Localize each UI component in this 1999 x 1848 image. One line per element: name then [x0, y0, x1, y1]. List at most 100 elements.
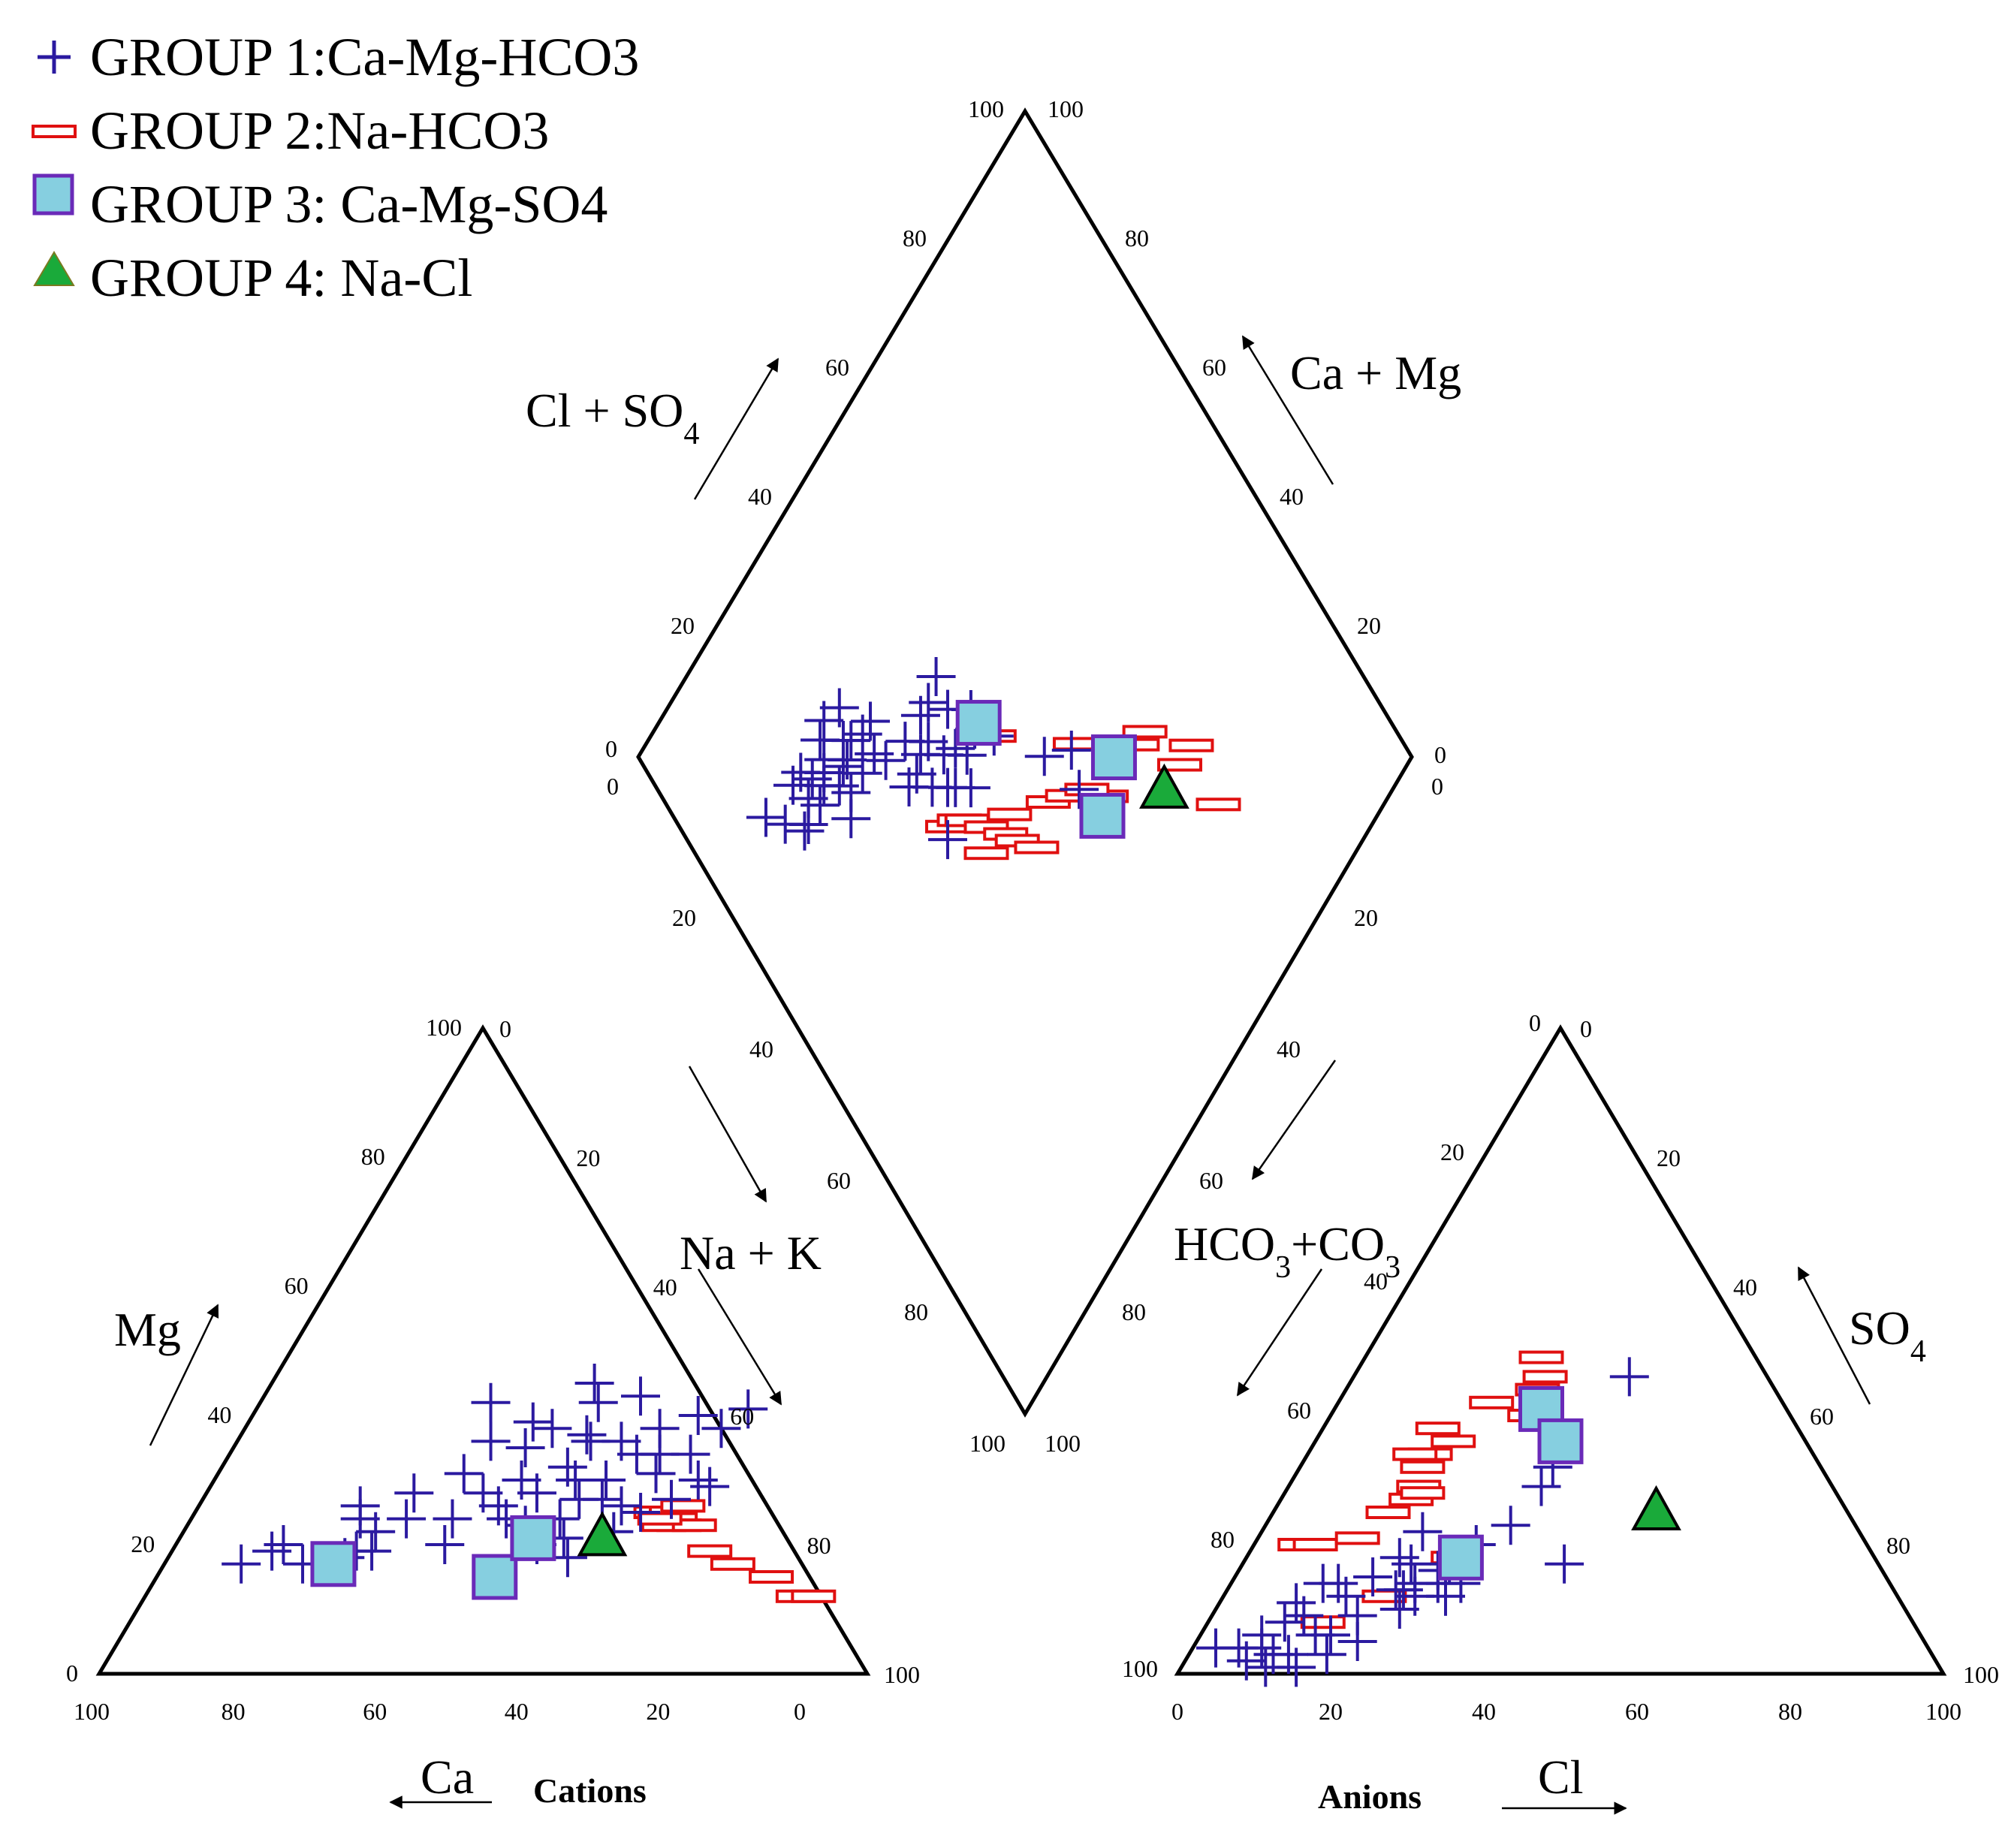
cation-group1-point — [602, 1421, 641, 1461]
cation-left-tick: 40 — [207, 1401, 231, 1428]
anion-group1-point — [1609, 1357, 1649, 1397]
cation-bottom-tick: 40 — [505, 1698, 529, 1725]
cation-bottom-tick: 0 — [794, 1698, 806, 1725]
anion-group1-point — [1426, 1576, 1465, 1616]
cation-bottom-tick: 80 — [222, 1698, 246, 1725]
anion-group3-point — [1537, 1418, 1584, 1464]
diamond-upper-right-tick: 100 — [1048, 95, 1084, 122]
legend-label: GROUP 3: Ca-Mg-SO4 — [90, 174, 608, 234]
anion-group2-point — [1300, 1615, 1346, 1629]
anion-right-tick: 40 — [1733, 1274, 1757, 1301]
diamond-upper-left-tick: 0 — [605, 735, 617, 762]
cation-left-tick: 20 — [131, 1530, 155, 1557]
cation-group1-point — [652, 1479, 691, 1519]
diamond-group2-point — [1195, 797, 1241, 812]
anion-group2-point — [1518, 1350, 1564, 1364]
diamond-group1-point — [900, 695, 940, 735]
legend-label: GROUP 1:Ca-Mg-HCO3 — [90, 27, 639, 87]
cl-so4-axis-arrow — [693, 357, 779, 500]
diamond-lower-left-tick: 40 — [749, 1036, 773, 1063]
anion-group1-point — [1383, 1570, 1423, 1610]
anion-bottom-tick: 40 — [1472, 1698, 1496, 1725]
cation-group3-point — [510, 1515, 556, 1561]
cation-group1-point — [356, 1512, 396, 1551]
ca-mg-axis-arrow — [1241, 335, 1334, 485]
cation-group1-point — [352, 1531, 392, 1571]
cation-group1-point — [387, 1499, 427, 1539]
diamond-upper-right-tick: 0 — [1434, 741, 1446, 768]
cation-group1-point — [425, 1525, 465, 1564]
cation-bottom-tick: 60 — [363, 1698, 387, 1725]
legend-plus-icon — [38, 41, 71, 74]
diamond-lower-right-tick: 0 — [1431, 773, 1443, 800]
anion-left-tick: 80 — [1211, 1526, 1235, 1553]
diamond-group3-point — [1079, 792, 1126, 839]
diamond-group1-point — [1024, 737, 1064, 776]
diamond-group2-point — [1014, 840, 1060, 855]
anion-group1-point — [1521, 1467, 1561, 1506]
diamond-group2-point — [963, 846, 1009, 861]
anion-right-tick: 20 — [1657, 1144, 1681, 1171]
cation-bottom-tick: 20 — [646, 1698, 670, 1725]
diamond-group1-point — [1051, 731, 1091, 770]
anion-group1-point — [1326, 1576, 1366, 1616]
anion-group1-point — [1403, 1512, 1443, 1551]
cation-group3-point — [310, 1541, 357, 1587]
cation-left-tick: 60 — [285, 1272, 309, 1299]
diamond-group1-point — [801, 785, 840, 825]
diamond-upper-left-tick: 20 — [671, 612, 695, 639]
cation-group1-point — [678, 1396, 718, 1435]
mg-axis-arrow — [149, 1304, 219, 1446]
anion-group2-point — [1334, 1531, 1380, 1545]
cation-group2-point — [687, 1544, 733, 1558]
anion-group2-point — [1400, 1486, 1446, 1500]
anion-group3-point — [1437, 1534, 1484, 1581]
cation-right-tick: 100 — [884, 1661, 920, 1688]
diamond-lower-left-tick: 0 — [607, 773, 619, 800]
anion-bottom-tick: 20 — [1319, 1698, 1343, 1725]
anion-group1-point — [1226, 1641, 1266, 1681]
diamond-upper-left-tick: 40 — [748, 483, 772, 510]
legend-triangle-icon — [33, 251, 75, 286]
cation-group1-point — [671, 1434, 710, 1474]
diamond-upper-right-tick: 20 — [1357, 612, 1381, 639]
anion-group1-point — [1491, 1506, 1530, 1545]
anion-group1-point — [1353, 1557, 1393, 1596]
cation-group1-point — [728, 1389, 768, 1429]
anion-group1-point — [1311, 1615, 1350, 1655]
diamond-group1-point — [855, 734, 894, 773]
cation-group2-point — [791, 1589, 837, 1603]
anion-group1-point — [1277, 1648, 1316, 1687]
cation-group1-point — [340, 1486, 380, 1526]
cation-group1-point — [433, 1499, 472, 1539]
anion-group2-point — [1365, 1506, 1411, 1519]
data-markers — [222, 657, 1681, 1687]
cation-triangle-frame — [95, 1024, 871, 1676]
mg-axis-title: Mg — [114, 1303, 181, 1356]
cation-left-tick: 100 — [426, 1014, 462, 1041]
diamond-group3-point — [955, 700, 1002, 746]
anion-group2-point — [1469, 1395, 1515, 1409]
diamond-lower-left-tick: 80 — [904, 1298, 928, 1325]
legend-rect-icon — [32, 125, 77, 138]
cation-left-tick: 0 — [66, 1660, 78, 1687]
anion-triangle-frame — [1174, 1024, 1947, 1676]
diamond-lower-right-tick: 20 — [1354, 904, 1378, 931]
cl-so4-axis-title: Cl + SO4 — [526, 384, 699, 451]
anion-right-tick: 0 — [1580, 1015, 1592, 1042]
ca-mg-axis-title: Ca + Mg — [1290, 346, 1461, 399]
diamond-upper-right-tick: 40 — [1280, 483, 1304, 510]
anion-left-tick: 60 — [1287, 1397, 1311, 1424]
anion-group2-point — [1522, 1370, 1568, 1384]
anion-group2-point — [1415, 1421, 1461, 1436]
diamond-lower-right-tick: 60 — [1199, 1167, 1223, 1194]
diamond-group1-point — [819, 688, 859, 728]
diamond-group1-point — [804, 740, 844, 779]
diamond-group2-point — [1157, 758, 1202, 772]
anion-bottom-tick: 100 — [1925, 1698, 1961, 1725]
cation-group1-point — [222, 1544, 261, 1584]
diamond-lower-right-tick: 40 — [1277, 1036, 1301, 1063]
diamond-frame — [636, 107, 1414, 1418]
diamond-upper-left-tick: 100 — [968, 95, 1004, 122]
